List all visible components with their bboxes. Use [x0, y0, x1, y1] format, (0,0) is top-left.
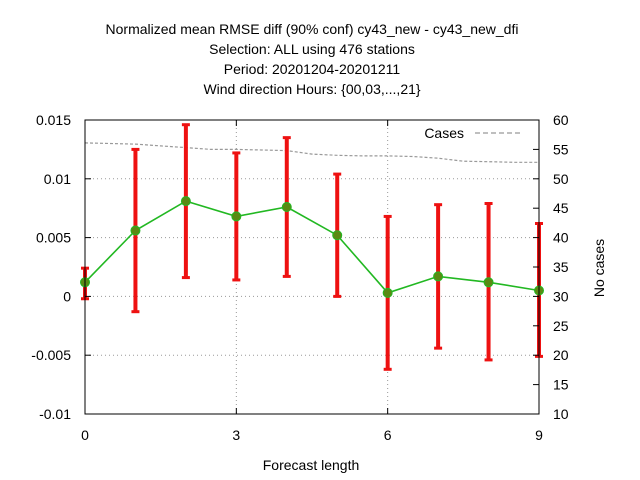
plot-border	[84, 119, 540, 415]
x-tick-label: 9	[535, 427, 543, 443]
y2-tick-label: 20	[553, 347, 569, 363]
y2-tick-label: 50	[553, 171, 569, 187]
main-series	[80, 196, 544, 298]
y2-tick-label: 40	[553, 230, 569, 246]
y-tick-label: 0	[63, 288, 71, 304]
x-tick-label: 3	[232, 427, 240, 443]
data-point	[483, 277, 494, 288]
chart-title: Normalized mean RMSE diff (90% conf) cy4…	[106, 21, 519, 97]
y-tick-label: 0.01	[44, 171, 71, 187]
legend-label-cases: Cases	[424, 125, 464, 141]
y2-tick-label: 35	[553, 259, 569, 275]
cases-line	[84, 142, 539, 163]
y2-tick-label: 25	[553, 318, 569, 334]
data-point	[281, 202, 292, 213]
title-line-4: Wind direction Hours: {00,03,...,21}	[203, 81, 420, 97]
y2-tick-label: 15	[553, 377, 569, 393]
data-point	[433, 271, 444, 282]
data-point	[180, 196, 191, 207]
y2-tick-label: 55	[553, 141, 569, 157]
grid	[85, 120, 539, 414]
y2-tick-label: 45	[553, 200, 569, 216]
data-point	[382, 287, 393, 298]
cases-series	[84, 142, 539, 163]
data-point	[231, 211, 242, 222]
plot-frame	[84, 119, 540, 415]
data-point	[332, 230, 343, 241]
title-line-1: Normalized mean RMSE diff (90% conf) cy4…	[106, 21, 519, 37]
y2-tick-label: 10	[553, 406, 569, 422]
x-tick-label: 6	[384, 427, 392, 443]
tick-labels: 0 3 6 9 -0.01 -0.005 0 0.005 0.01 0.015 10 15 20 25 30…	[31, 112, 568, 443]
y-tick-label: -0.005	[31, 347, 71, 363]
title-line-2: Selection: ALL using 476 stations	[209, 41, 415, 57]
y-tick-label: -0.01	[39, 406, 71, 422]
ticks	[84, 119, 540, 415]
y2-tick-label: 30	[553, 288, 569, 304]
y-tick-label: 0.005	[36, 230, 71, 246]
data-point	[130, 225, 141, 236]
y-tick-label: 0.015	[36, 112, 71, 128]
y2-axis-label: No cases	[591, 239, 607, 297]
title-line-3: Period: 20201204-20201211	[224, 61, 401, 77]
y2-tick-label: 60	[553, 112, 569, 128]
legend: Cases	[424, 125, 521, 141]
error-bars	[81, 123, 543, 371]
x-tick-label: 0	[81, 427, 89, 443]
series-line	[84, 200, 540, 294]
x-axis-label: Forecast length	[263, 457, 360, 473]
